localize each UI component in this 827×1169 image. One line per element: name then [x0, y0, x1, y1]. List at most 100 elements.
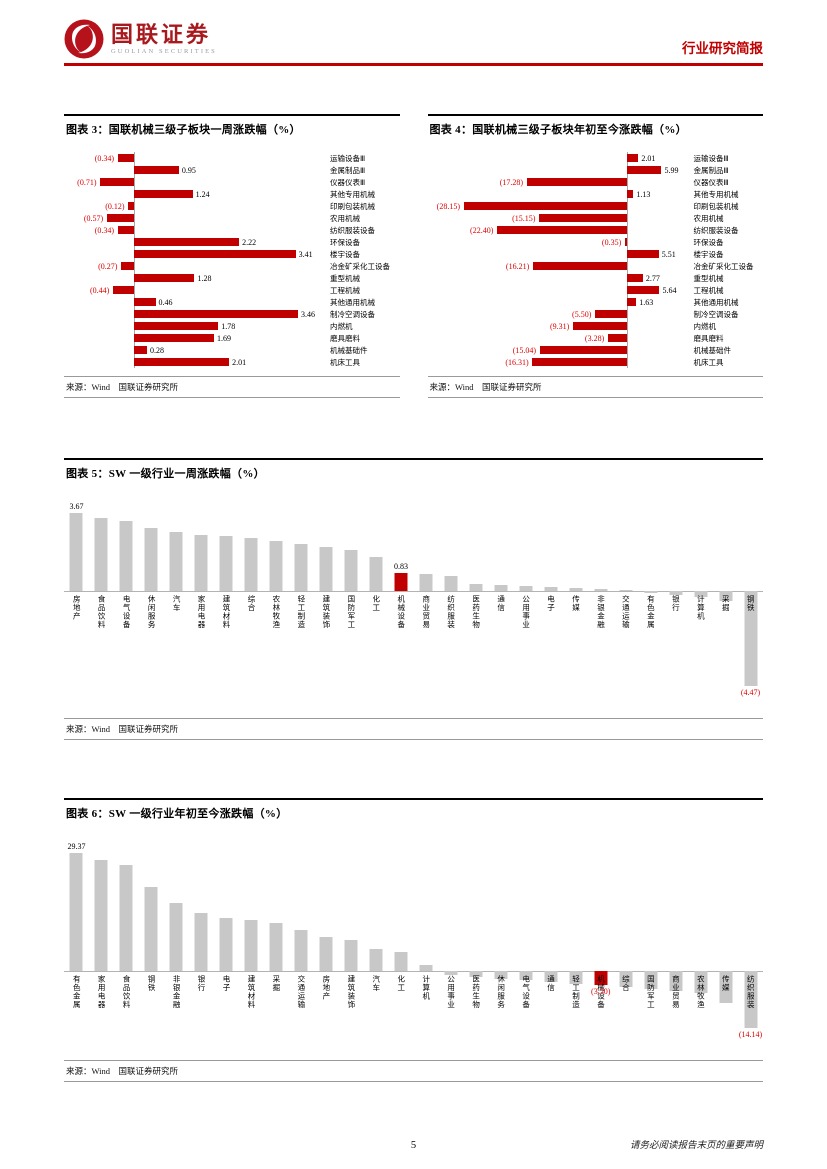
value-label: (0.57)	[83, 214, 104, 223]
value-label: (28.15)	[436, 202, 460, 211]
chart-column: 采掘	[713, 500, 738, 704]
figure-6-chart: 有色金属 29.37 家用电器 食品饮料 钢铁 非银金融 银行 电子 建筑材料 采掘 交通运输 房地产…	[64, 840, 763, 1046]
chart-column: 食品饮料	[114, 840, 139, 1046]
chart-column: 食品饮料	[89, 500, 114, 704]
chart-column: 综合	[239, 500, 264, 704]
chart-column: 商业贸易	[414, 500, 439, 704]
chart-row: (0.44) 工程机械	[64, 284, 400, 296]
category-label: 休闲服务	[496, 975, 506, 1009]
chart-row: (9.31) 内燃机	[428, 320, 764, 332]
chart-column: 电子	[214, 840, 239, 1046]
x-axis-line	[64, 971, 763, 972]
category-label: 楼宇设备	[330, 250, 360, 259]
bar	[469, 583, 483, 591]
bar	[133, 334, 214, 342]
bar	[494, 971, 508, 979]
bar	[719, 971, 733, 1004]
bar	[394, 951, 408, 971]
value-label: (3.28)	[584, 334, 605, 343]
chart-row: 0.46 其他通用机械	[64, 296, 400, 308]
category-label: 采掘	[721, 595, 731, 612]
value-label: (3.50)	[591, 987, 611, 997]
chart-column: 有色金属 29.37	[64, 840, 89, 1046]
chart-row: 1.69 磨具磨料	[64, 332, 400, 344]
brand-name: 国联证券	[111, 21, 212, 47]
bar	[463, 202, 627, 210]
value-label: 2.01	[641, 154, 656, 163]
bar	[117, 226, 134, 234]
category-label: 建筑材料	[246, 975, 256, 1009]
bar	[128, 202, 134, 210]
chart-column: 建筑材料	[239, 840, 264, 1046]
chart-column: 通信	[538, 840, 563, 1046]
bar	[100, 178, 134, 186]
category-label: 非银金融	[172, 975, 182, 1009]
chart-row: (0.35) 环保设备	[428, 236, 764, 248]
bar	[133, 358, 230, 366]
value-label: (0.44)	[90, 286, 110, 295]
bar	[624, 238, 627, 246]
chart-column: 钢铁	[139, 840, 164, 1046]
x-axis-line	[64, 591, 763, 592]
value-label: 2.77	[645, 274, 660, 283]
chart-row: 2.01 机床工具	[64, 356, 400, 368]
category-label: 银行	[671, 595, 681, 612]
chart-column: 通信	[488, 500, 513, 704]
category-label: 印刷包装机械	[330, 202, 375, 211]
value-label: (0.27)	[98, 262, 118, 271]
value-label: (0.12)	[105, 202, 125, 211]
category-label: 汽车	[172, 595, 182, 612]
value-label: (17.28)	[499, 178, 524, 187]
category-label: 仪器仪表Ⅲ	[330, 178, 366, 187]
logo-text: 国联证券 GUOLIAN SECURITIES	[111, 23, 217, 55]
bar	[539, 346, 627, 354]
chart-column: 轻工制造	[563, 840, 588, 1046]
value-label: 5.64	[662, 286, 677, 295]
value-label: 3.67	[69, 502, 84, 511]
chart-row: 5.64 工程机械	[428, 284, 764, 296]
bar	[532, 262, 627, 270]
bar	[719, 591, 733, 601]
chart-row: (0.34) 运输设备Ⅲ	[64, 152, 400, 164]
chart-row: 2.01 运输设备Ⅲ	[428, 152, 764, 164]
chart-column: 农林牧渔	[688, 840, 713, 1046]
bar	[607, 334, 627, 342]
category-label: 冶金矿采化工设备	[330, 262, 390, 271]
category-label: 计算机	[421, 975, 431, 1001]
chart-column: 医药生物	[463, 500, 488, 704]
logo-icon	[64, 19, 104, 59]
chart-column: 汽车	[364, 840, 389, 1046]
chart-column: 电气设备	[114, 500, 139, 704]
value-label: 0.83	[394, 562, 408, 572]
category-label: 国防军工	[646, 975, 656, 1009]
bar	[169, 531, 183, 591]
chart-row: 0.95 金属制品Ⅲ	[64, 164, 400, 176]
report-type-label: 行业研究简报	[682, 41, 763, 56]
value-label: 0.28	[150, 346, 164, 355]
chart-column: 国防军工	[339, 500, 364, 704]
figure-3: 图表 3：国联机械三级子板块一周涨跌幅（%） (0.34) 运输设备Ⅲ 0.95 金属…	[64, 114, 400, 398]
category-label: 磨具磨料	[693, 334, 724, 343]
chart-row: 1.78 内燃机	[64, 320, 400, 332]
figure-4: 图表 4：国联机械三级子板块年初至今涨跌幅（%） 2.01 运输设备Ⅲ 5.99 金属…	[427, 114, 764, 398]
bar	[133, 298, 156, 306]
chart-row: 1.24 其他专用机械	[64, 188, 400, 200]
bar	[194, 534, 208, 591]
chart-column: 机械设备 0.83	[389, 500, 414, 704]
bar	[626, 250, 659, 258]
category-label: 汽车	[371, 975, 381, 992]
chart-column: 医药生物	[463, 840, 488, 1046]
bar	[519, 971, 533, 981]
bar	[744, 971, 757, 1028]
value-label: (4.47)	[740, 688, 761, 697]
category-label: 农用机械	[330, 214, 360, 223]
category-label: 电子	[546, 595, 556, 612]
category-label: 化工	[396, 975, 406, 992]
category-label: 通信	[546, 975, 556, 992]
value-label: 1.78	[221, 322, 236, 331]
value-label: 0.46	[158, 298, 173, 307]
category-label: 纺织服装	[746, 975, 756, 1009]
category-label: 钢铁	[147, 975, 157, 992]
bar	[117, 154, 134, 162]
category-label: 冶金矿采化工设备	[693, 262, 754, 271]
